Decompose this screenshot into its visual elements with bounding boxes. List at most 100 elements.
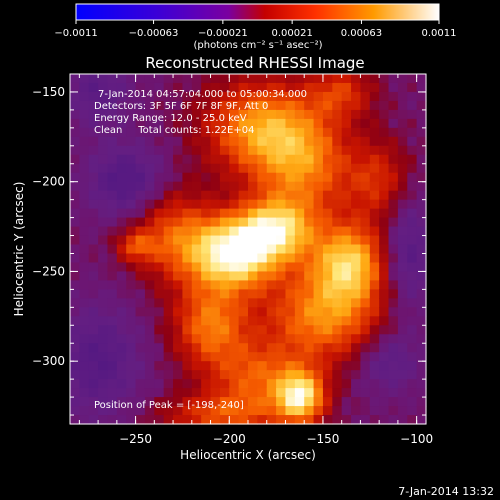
heatmap-cell <box>173 298 184 308</box>
heatmap-cell <box>88 406 99 416</box>
heatmap-cell <box>285 280 296 290</box>
heatmap-cell <box>144 127 155 138</box>
heatmap-cell <box>154 361 165 371</box>
heatmap-cell <box>107 352 118 362</box>
heatmap-cell <box>191 379 202 389</box>
heatmap-cell <box>379 352 390 362</box>
heatmap-cell <box>229 154 240 165</box>
heatmap-cell <box>397 244 408 255</box>
heatmap-cell <box>416 316 427 326</box>
heatmap-cell <box>257 181 268 192</box>
heatmap-cell <box>304 136 315 147</box>
heatmap-cell <box>144 100 155 111</box>
heatmap-cell <box>182 127 193 138</box>
heatmap-cell <box>407 406 418 416</box>
heatmap-cell <box>154 163 165 174</box>
heatmap-cell <box>322 379 333 389</box>
heatmap-cell <box>351 100 362 111</box>
heatmap-cell <box>276 352 287 362</box>
heatmap-cell <box>388 253 399 264</box>
heatmap-cell <box>229 262 240 273</box>
heatmap-cell <box>70 370 80 380</box>
heatmap-cell <box>379 370 390 380</box>
heatmap-cell <box>116 415 127 425</box>
heatmap-cell <box>238 271 249 282</box>
heatmap-cell <box>360 298 371 308</box>
heatmap-cell <box>322 271 333 282</box>
heatmap-cell <box>238 289 249 299</box>
heatmap-cell <box>126 397 137 407</box>
heatmap-cell <box>154 172 165 183</box>
heatmap-cell <box>107 181 118 192</box>
heatmap-cell <box>88 208 99 219</box>
heatmap-cell <box>285 109 296 120</box>
heatmap-cell <box>173 316 184 326</box>
heatmap-cell <box>182 379 193 389</box>
heatmap-cell <box>182 262 193 273</box>
annotation-detectors: Detectors: 3F 5F 6F 7F 8F 9F, Att 0 <box>94 101 268 112</box>
heatmap-cell <box>70 253 80 264</box>
heatmap-cell <box>266 307 277 317</box>
heatmap-cell <box>322 253 333 264</box>
heatmap-cell <box>416 163 427 174</box>
heatmap-cell <box>116 406 127 416</box>
heatmap-cell <box>201 298 212 308</box>
heatmap-cell <box>163 100 174 111</box>
heatmap-cell <box>416 172 427 183</box>
heatmap-cell <box>201 127 212 138</box>
heatmap-cell <box>98 235 109 246</box>
heatmap-cell <box>79 352 90 362</box>
heatmap-cell <box>107 343 118 353</box>
heatmap-cell <box>135 415 146 425</box>
heatmap-cell <box>341 208 352 219</box>
heatmap-cell <box>219 226 230 237</box>
heatmap-cell <box>285 271 296 282</box>
heatmap-cell <box>313 226 324 237</box>
heatmap-cell <box>88 379 99 389</box>
heatmap-cell <box>238 109 249 120</box>
heatmap-cell <box>135 316 146 326</box>
heatmap-cell <box>266 352 277 362</box>
heatmap-cell <box>70 316 80 326</box>
heatmap-cell <box>154 199 165 210</box>
heatmap-cell <box>397 361 408 371</box>
heatmap-cell <box>341 109 352 120</box>
heatmap-cell <box>397 388 408 398</box>
heatmap-cell <box>313 199 324 210</box>
heatmap-cell <box>154 244 165 255</box>
heatmap-cell <box>248 298 258 308</box>
heatmap-cell <box>379 397 390 407</box>
heatmap-cell <box>416 361 427 371</box>
heatmap-cell <box>257 280 268 290</box>
heatmap-cell <box>126 298 137 308</box>
heatmap-cell <box>341 74 352 84</box>
heatmap-cell <box>210 244 221 255</box>
heatmap-cell <box>257 145 268 156</box>
heatmap-cell <box>379 235 390 246</box>
heatmap-cell <box>107 406 118 416</box>
heatmap-cell <box>248 370 258 380</box>
heatmap-cell <box>248 208 258 219</box>
heatmap-cell <box>219 208 230 219</box>
heatmap-cell <box>98 91 109 102</box>
heatmap-cell <box>388 118 399 129</box>
heatmap-cell <box>322 280 333 290</box>
heatmap-cell <box>266 244 277 255</box>
heatmap-cell <box>163 352 174 362</box>
heatmap-cell <box>191 199 202 210</box>
heatmap-cell <box>304 298 315 308</box>
heatmap-cell <box>360 82 371 93</box>
heatmap-cell <box>116 343 127 353</box>
heatmap-cell <box>116 352 127 362</box>
heatmap-cell <box>126 235 137 246</box>
heatmap-cell <box>322 352 333 362</box>
heatmap-cell <box>285 199 296 210</box>
heatmap-cell <box>79 190 90 201</box>
heatmap-cell <box>248 316 258 326</box>
heatmap-cell <box>107 397 118 407</box>
heatmap-cell <box>257 397 268 407</box>
heatmap-cell <box>98 127 109 138</box>
heatmap-cell <box>210 370 221 380</box>
heatmap-cell <box>144 271 155 282</box>
heatmap-cell <box>126 253 137 264</box>
